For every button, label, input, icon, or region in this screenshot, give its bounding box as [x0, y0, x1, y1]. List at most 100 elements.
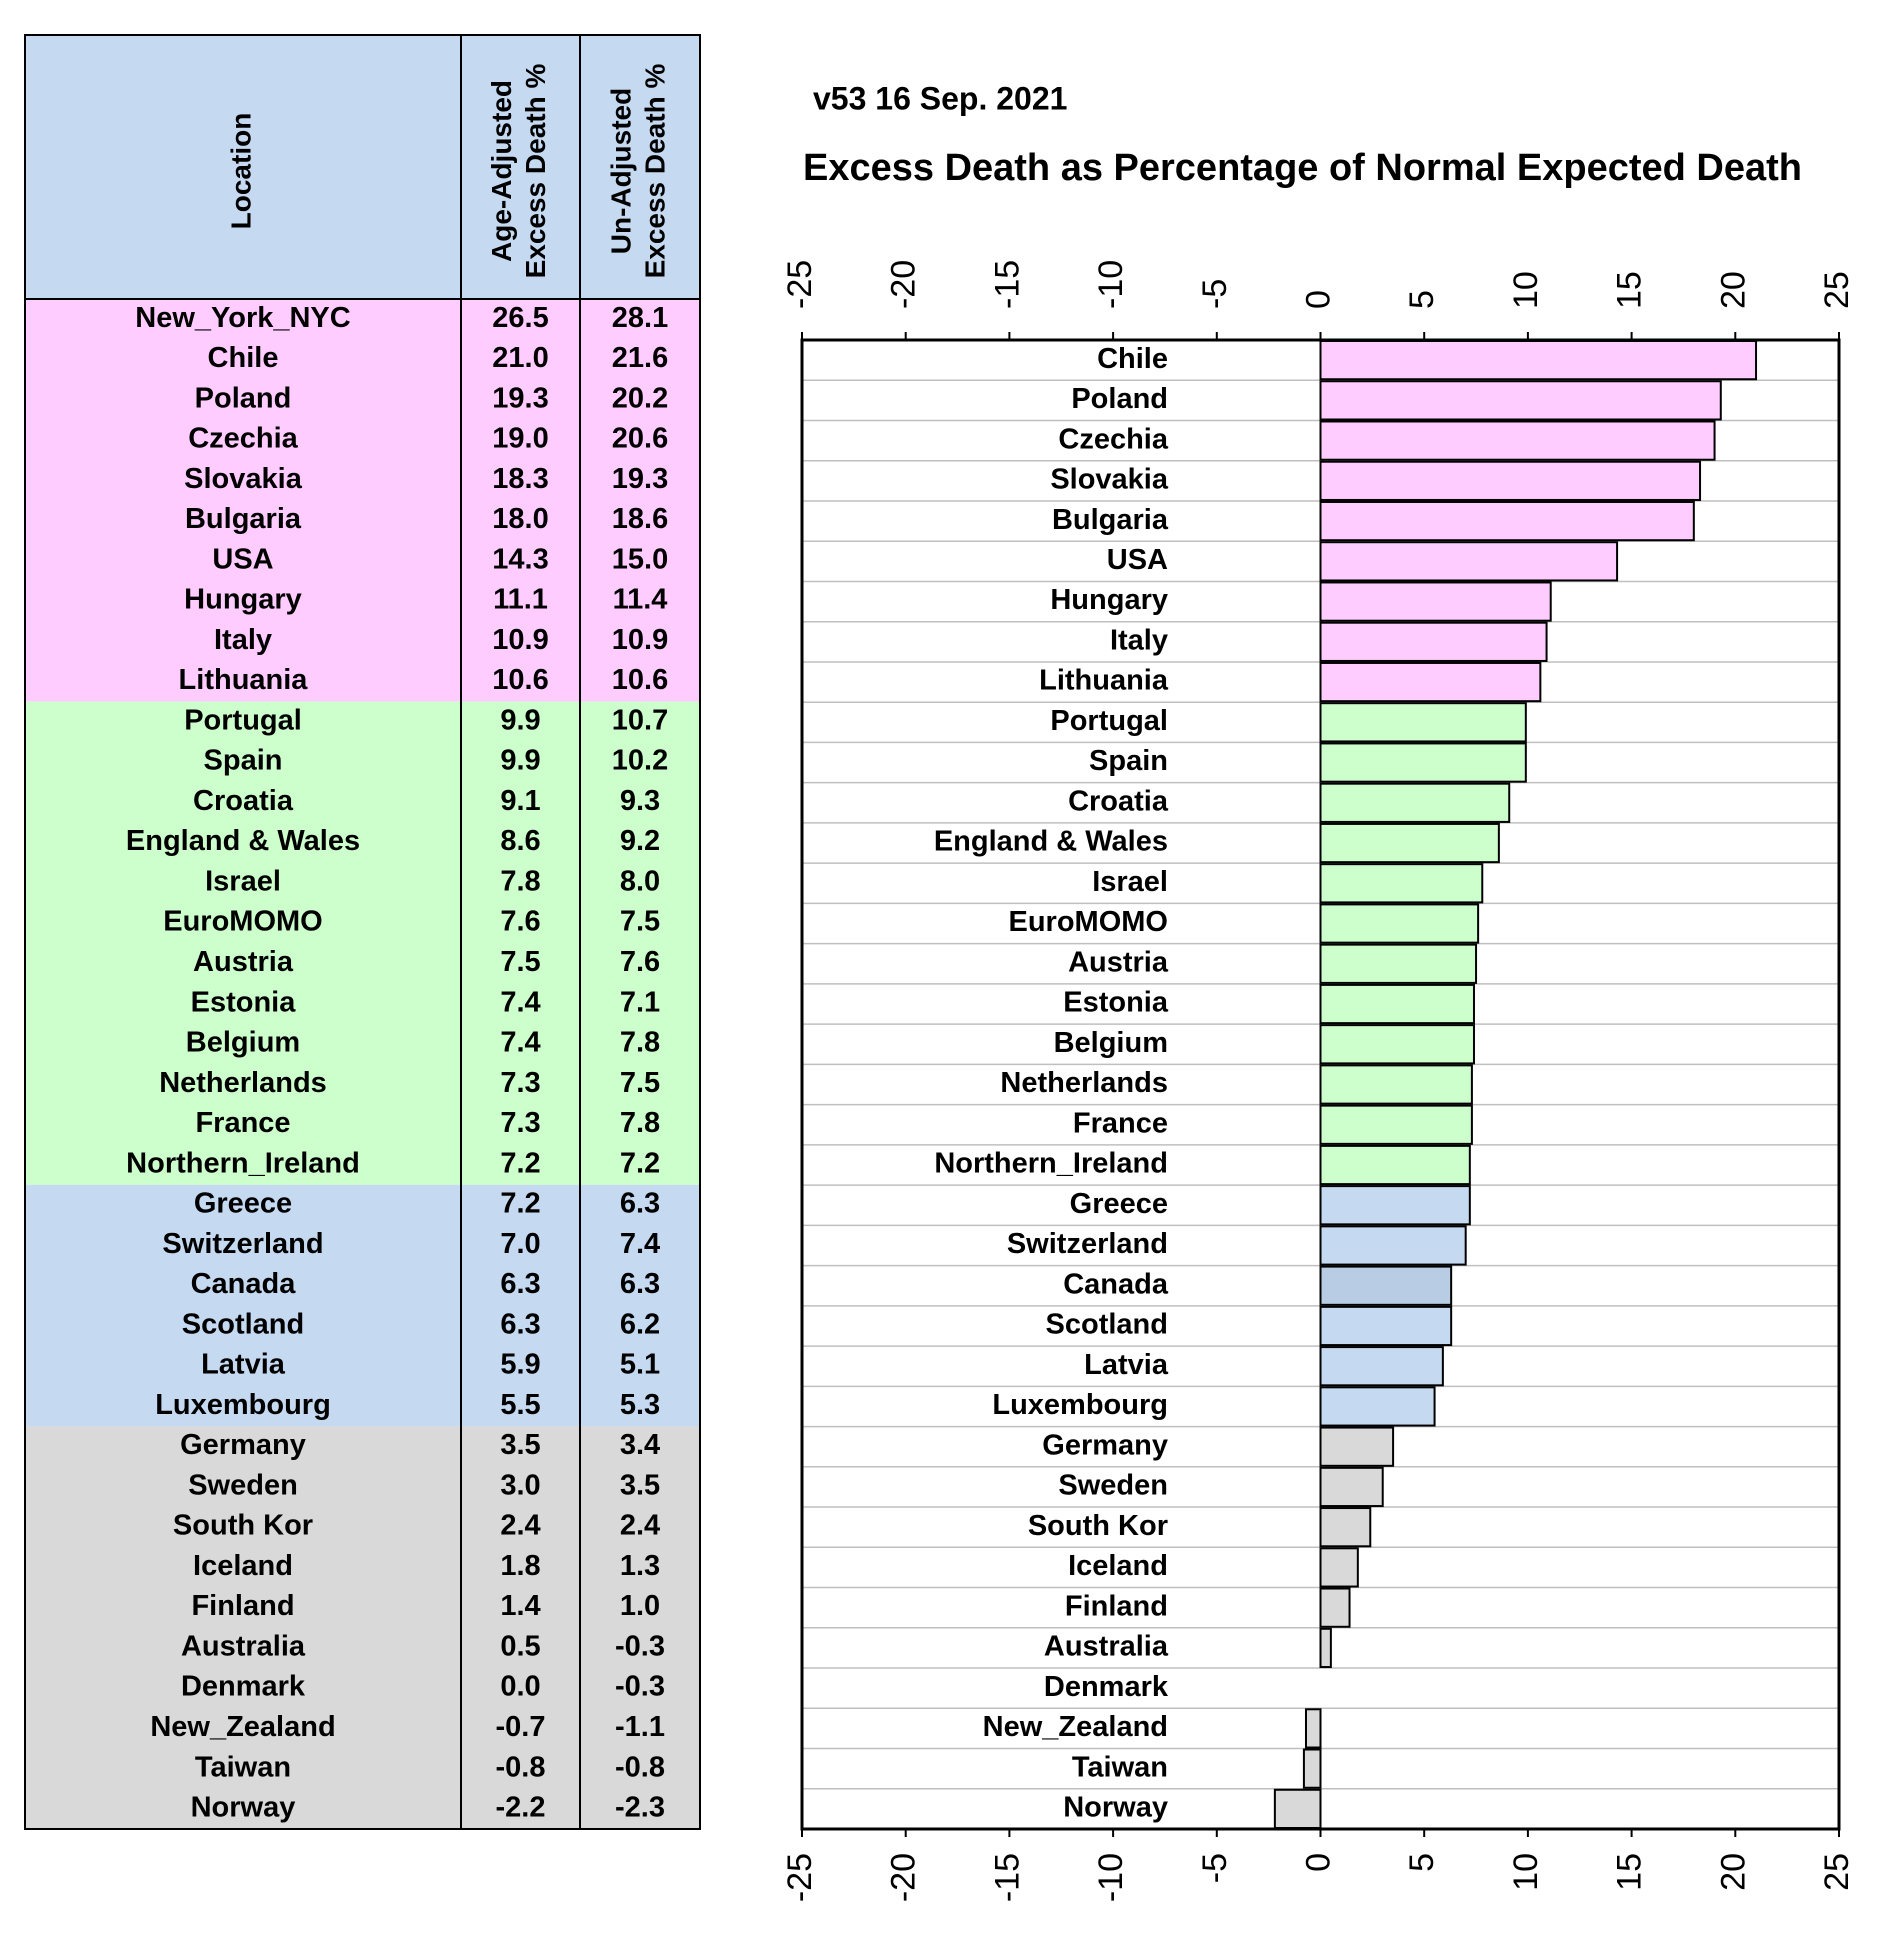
table-location: Iceland — [193, 1550, 293, 1582]
table-location: Luxembourg — [155, 1389, 331, 1421]
x-tick-label: 10 — [1507, 1853, 1545, 1891]
bar — [1319, 621, 1548, 662]
category-label: South Kor — [1028, 1510, 1168, 1542]
x-tick-label: 20 — [1714, 271, 1752, 309]
category-label: Canada — [1063, 1268, 1169, 1300]
table-value: 14.3 — [492, 543, 548, 575]
bar — [1319, 380, 1722, 421]
bar — [1319, 541, 1619, 582]
table-value: 7.4 — [620, 1228, 660, 1260]
table-value: 19.3 — [492, 382, 548, 414]
category-label: Austria — [1068, 946, 1169, 978]
table-value: 10.6 — [612, 664, 668, 696]
table-value: 26.5 — [492, 302, 548, 334]
table-location: Denmark — [181, 1671, 306, 1703]
table-location: Germany — [180, 1429, 306, 1461]
table-value: -0.3 — [615, 1630, 665, 1662]
table-value: -1.1 — [615, 1711, 665, 1743]
bar — [1319, 500, 1695, 542]
table-value: 6.3 — [500, 1268, 540, 1300]
table-location: Australia — [181, 1630, 306, 1662]
table-location: Sweden — [188, 1469, 298, 1501]
table-value: 10.2 — [612, 745, 668, 777]
table-header: Excess Death % — [639, 64, 670, 279]
bar — [1319, 822, 1500, 864]
category-label: New_Zealand — [983, 1711, 1168, 1743]
table-location: Spain — [204, 745, 283, 777]
table-value: 18.6 — [612, 503, 668, 535]
bar — [1319, 1104, 1473, 1145]
table-value: -0.8 — [496, 1751, 546, 1783]
table-value: 1.8 — [500, 1550, 540, 1582]
bar — [1319, 1346, 1444, 1387]
table-value: 7.8 — [620, 1027, 660, 1059]
bar — [1319, 1064, 1473, 1105]
x-tick-label: 25 — [1818, 1853, 1856, 1891]
x-tick-label: 5 — [1403, 290, 1441, 309]
table-location: New_Zealand — [150, 1711, 335, 1743]
bar — [1319, 1144, 1471, 1186]
category-label: Hungary — [1050, 584, 1168, 616]
table-value: 1.3 — [620, 1550, 660, 1582]
bar — [1319, 1547, 1359, 1588]
category-label: Belgium — [1054, 1027, 1168, 1059]
table-value: 8.6 — [500, 825, 540, 857]
table-value: 9.9 — [500, 745, 540, 777]
x-tick-label: 10 — [1507, 271, 1545, 309]
table-value: 7.5 — [620, 906, 660, 938]
table-location: Northern_Ireland — [126, 1147, 360, 1179]
bar — [1319, 742, 1527, 783]
table-location: Switzerland — [162, 1228, 323, 1260]
table-value: 5.3 — [620, 1389, 660, 1421]
table-location: Austria — [193, 946, 294, 978]
category-label: Estonia — [1063, 987, 1169, 1019]
table-value: 6.3 — [620, 1268, 660, 1300]
bar — [1319, 983, 1475, 1025]
x-tick-label: -20 — [885, 260, 923, 309]
table-value: 6.3 — [500, 1308, 540, 1340]
table-value: 21.0 — [492, 342, 548, 374]
group-bg — [25, 299, 700, 702]
table-value: -0.3 — [615, 1671, 665, 1703]
table-value: -2.3 — [615, 1792, 665, 1824]
x-tick-label: -5 — [1196, 279, 1234, 309]
table-header: Age-Adjusted — [486, 80, 517, 262]
category-label: Finland — [1065, 1590, 1168, 1622]
category-label: Bulgaria — [1052, 504, 1169, 536]
table-location: Portugal — [184, 704, 302, 736]
table-value: 9.9 — [500, 704, 540, 736]
table-value: 5.5 — [500, 1389, 540, 1421]
table-value: 9.3 — [620, 785, 660, 817]
category-label: Croatia — [1068, 785, 1169, 817]
table-location: Scotland — [182, 1308, 304, 1340]
category-label: Slovakia — [1050, 464, 1169, 496]
bar — [1302, 1748, 1322, 1789]
table-value: 7.4 — [500, 1027, 540, 1059]
x-tick-label: -5 — [1196, 1853, 1234, 1883]
category-label: Latvia — [1084, 1349, 1169, 1381]
table-value: -2.2 — [496, 1792, 546, 1824]
table-location: Norway — [191, 1792, 296, 1824]
chart-title: Excess Death as Percentage of Normal Exp… — [803, 147, 1802, 189]
x-tick-label: -10 — [1092, 260, 1130, 309]
table-location: Taiwan — [195, 1751, 291, 1783]
bar — [1319, 863, 1484, 904]
table-value: 7.1 — [620, 986, 660, 1018]
category-label: Iceland — [1068, 1550, 1168, 1582]
table-location: EuroMOMO — [163, 906, 323, 938]
table-value: 2.4 — [500, 1510, 540, 1542]
table-header: Excess Death % — [520, 64, 551, 279]
x-tick-label: 5 — [1403, 1853, 1441, 1872]
table-value: 7.2 — [620, 1147, 660, 1179]
group-bg — [25, 1184, 700, 1427]
category-label: Italy — [1110, 624, 1168, 656]
bar — [1319, 460, 1702, 501]
table-value: 3.5 — [500, 1429, 540, 1461]
category-label: Northern_Ireland — [934, 1148, 1168, 1180]
table-border — [24, 34, 701, 1830]
table-location: Hungary — [184, 584, 302, 616]
table-value: 7.3 — [500, 1067, 540, 1099]
category-label: Poland — [1071, 383, 1168, 415]
x-tick-label: -15 — [988, 1853, 1026, 1902]
category-label: Lithuania — [1039, 665, 1169, 697]
